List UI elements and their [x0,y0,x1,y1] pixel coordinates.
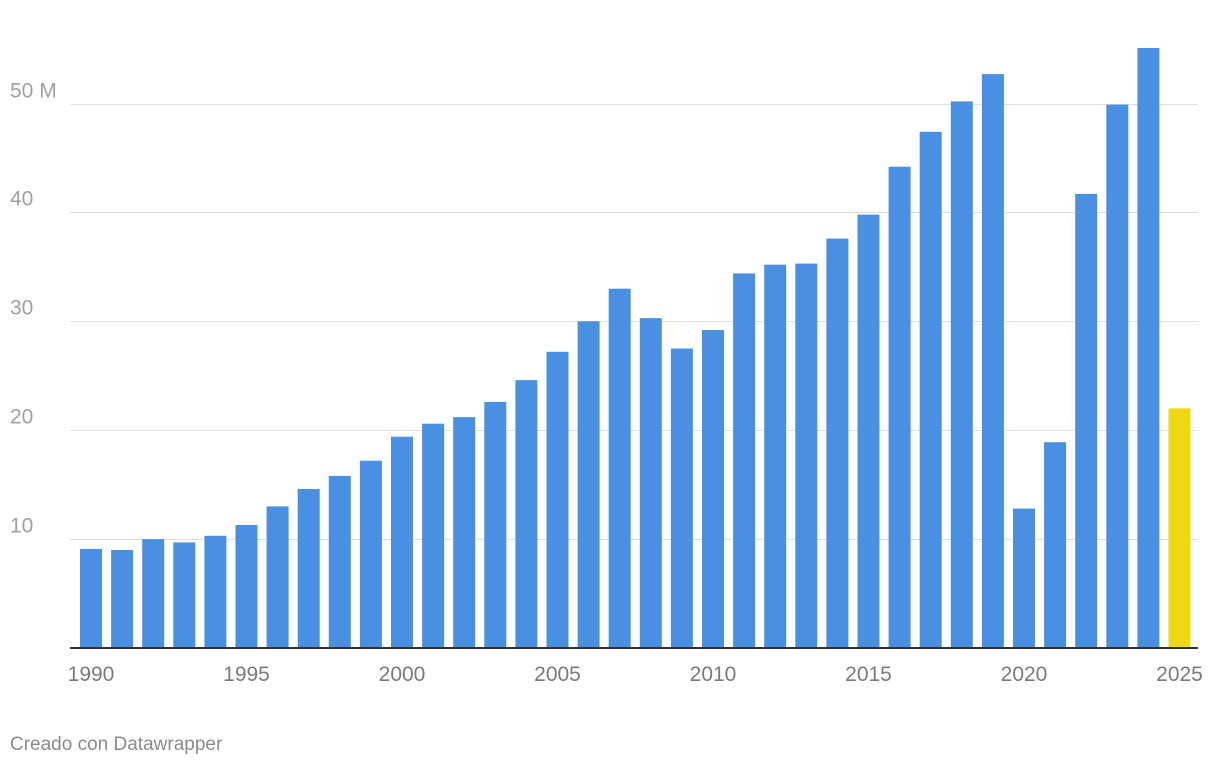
y-axis-tick-labels: 10 20 30 40 50 M [10,80,57,538]
x-tick-label: 1990 [68,663,115,686]
bar-1993 [173,542,196,648]
bar-1998 [328,475,351,648]
y-tick-label: 50 M [10,80,57,103]
bar-1990 [80,548,102,648]
bar-1999 [359,460,382,648]
bar-2004 [515,380,538,648]
bar-2015 [857,214,880,648]
bar-2024 [1137,48,1160,648]
x-tick-label: 2010 [690,663,737,686]
y-tick-label: 40 [10,188,33,211]
bar-2002 [453,417,476,648]
bar-2011 [733,273,756,648]
bar-1995 [235,525,258,648]
bars [80,48,1191,649]
bar-1996 [266,506,289,648]
bar-1994 [204,535,227,648]
bar-2013 [795,263,818,648]
x-tick-label: 2020 [1001,663,1048,686]
x-tick-label: 2015 [845,663,892,686]
bar-2007 [608,288,631,648]
bar-2020 [1013,508,1035,648]
bar-2005 [546,351,569,648]
y-tick-label: 20 [10,406,33,429]
bar-2001 [422,423,445,648]
bar-2012 [764,264,787,648]
x-tick-label: 2005 [534,663,581,686]
bar-chart: 10 20 30 40 50 M 1990 1995 2000 2005 2010 2015 202… [10,48,1203,686]
bar-1991 [111,550,134,648]
x-tick-label: 2000 [379,663,426,686]
bar-2008 [639,318,662,648]
gridlines [70,104,1198,540]
bar-2014 [826,238,849,648]
bar-2021 [1044,442,1067,648]
bar-2003 [484,401,507,648]
bar-2016 [888,166,911,648]
x-tick-label: 1995 [223,663,270,686]
bar-1992 [142,539,165,648]
bar-2023 [1106,104,1129,649]
bar-2006 [577,321,600,648]
bar-2009 [670,348,693,648]
x-axis-tick-labels: 1990 1995 2000 2005 2010 2015 2020 2025 [68,663,1203,686]
bar-2022 [1075,193,1098,648]
datawrapper-credit: Creado con Datawrapper [10,734,223,755]
bar-2019 [981,74,1004,649]
x-tick-label: 2025 [1156,663,1203,686]
bar-2017 [919,131,942,649]
bar-1997 [297,489,320,648]
bar-2018 [950,101,973,648]
bar-2025 [1168,408,1191,648]
y-tick-label: 10 [10,515,33,538]
y-tick-label: 30 [10,297,33,320]
bar-2000 [391,436,413,648]
bar-2010 [702,330,724,648]
